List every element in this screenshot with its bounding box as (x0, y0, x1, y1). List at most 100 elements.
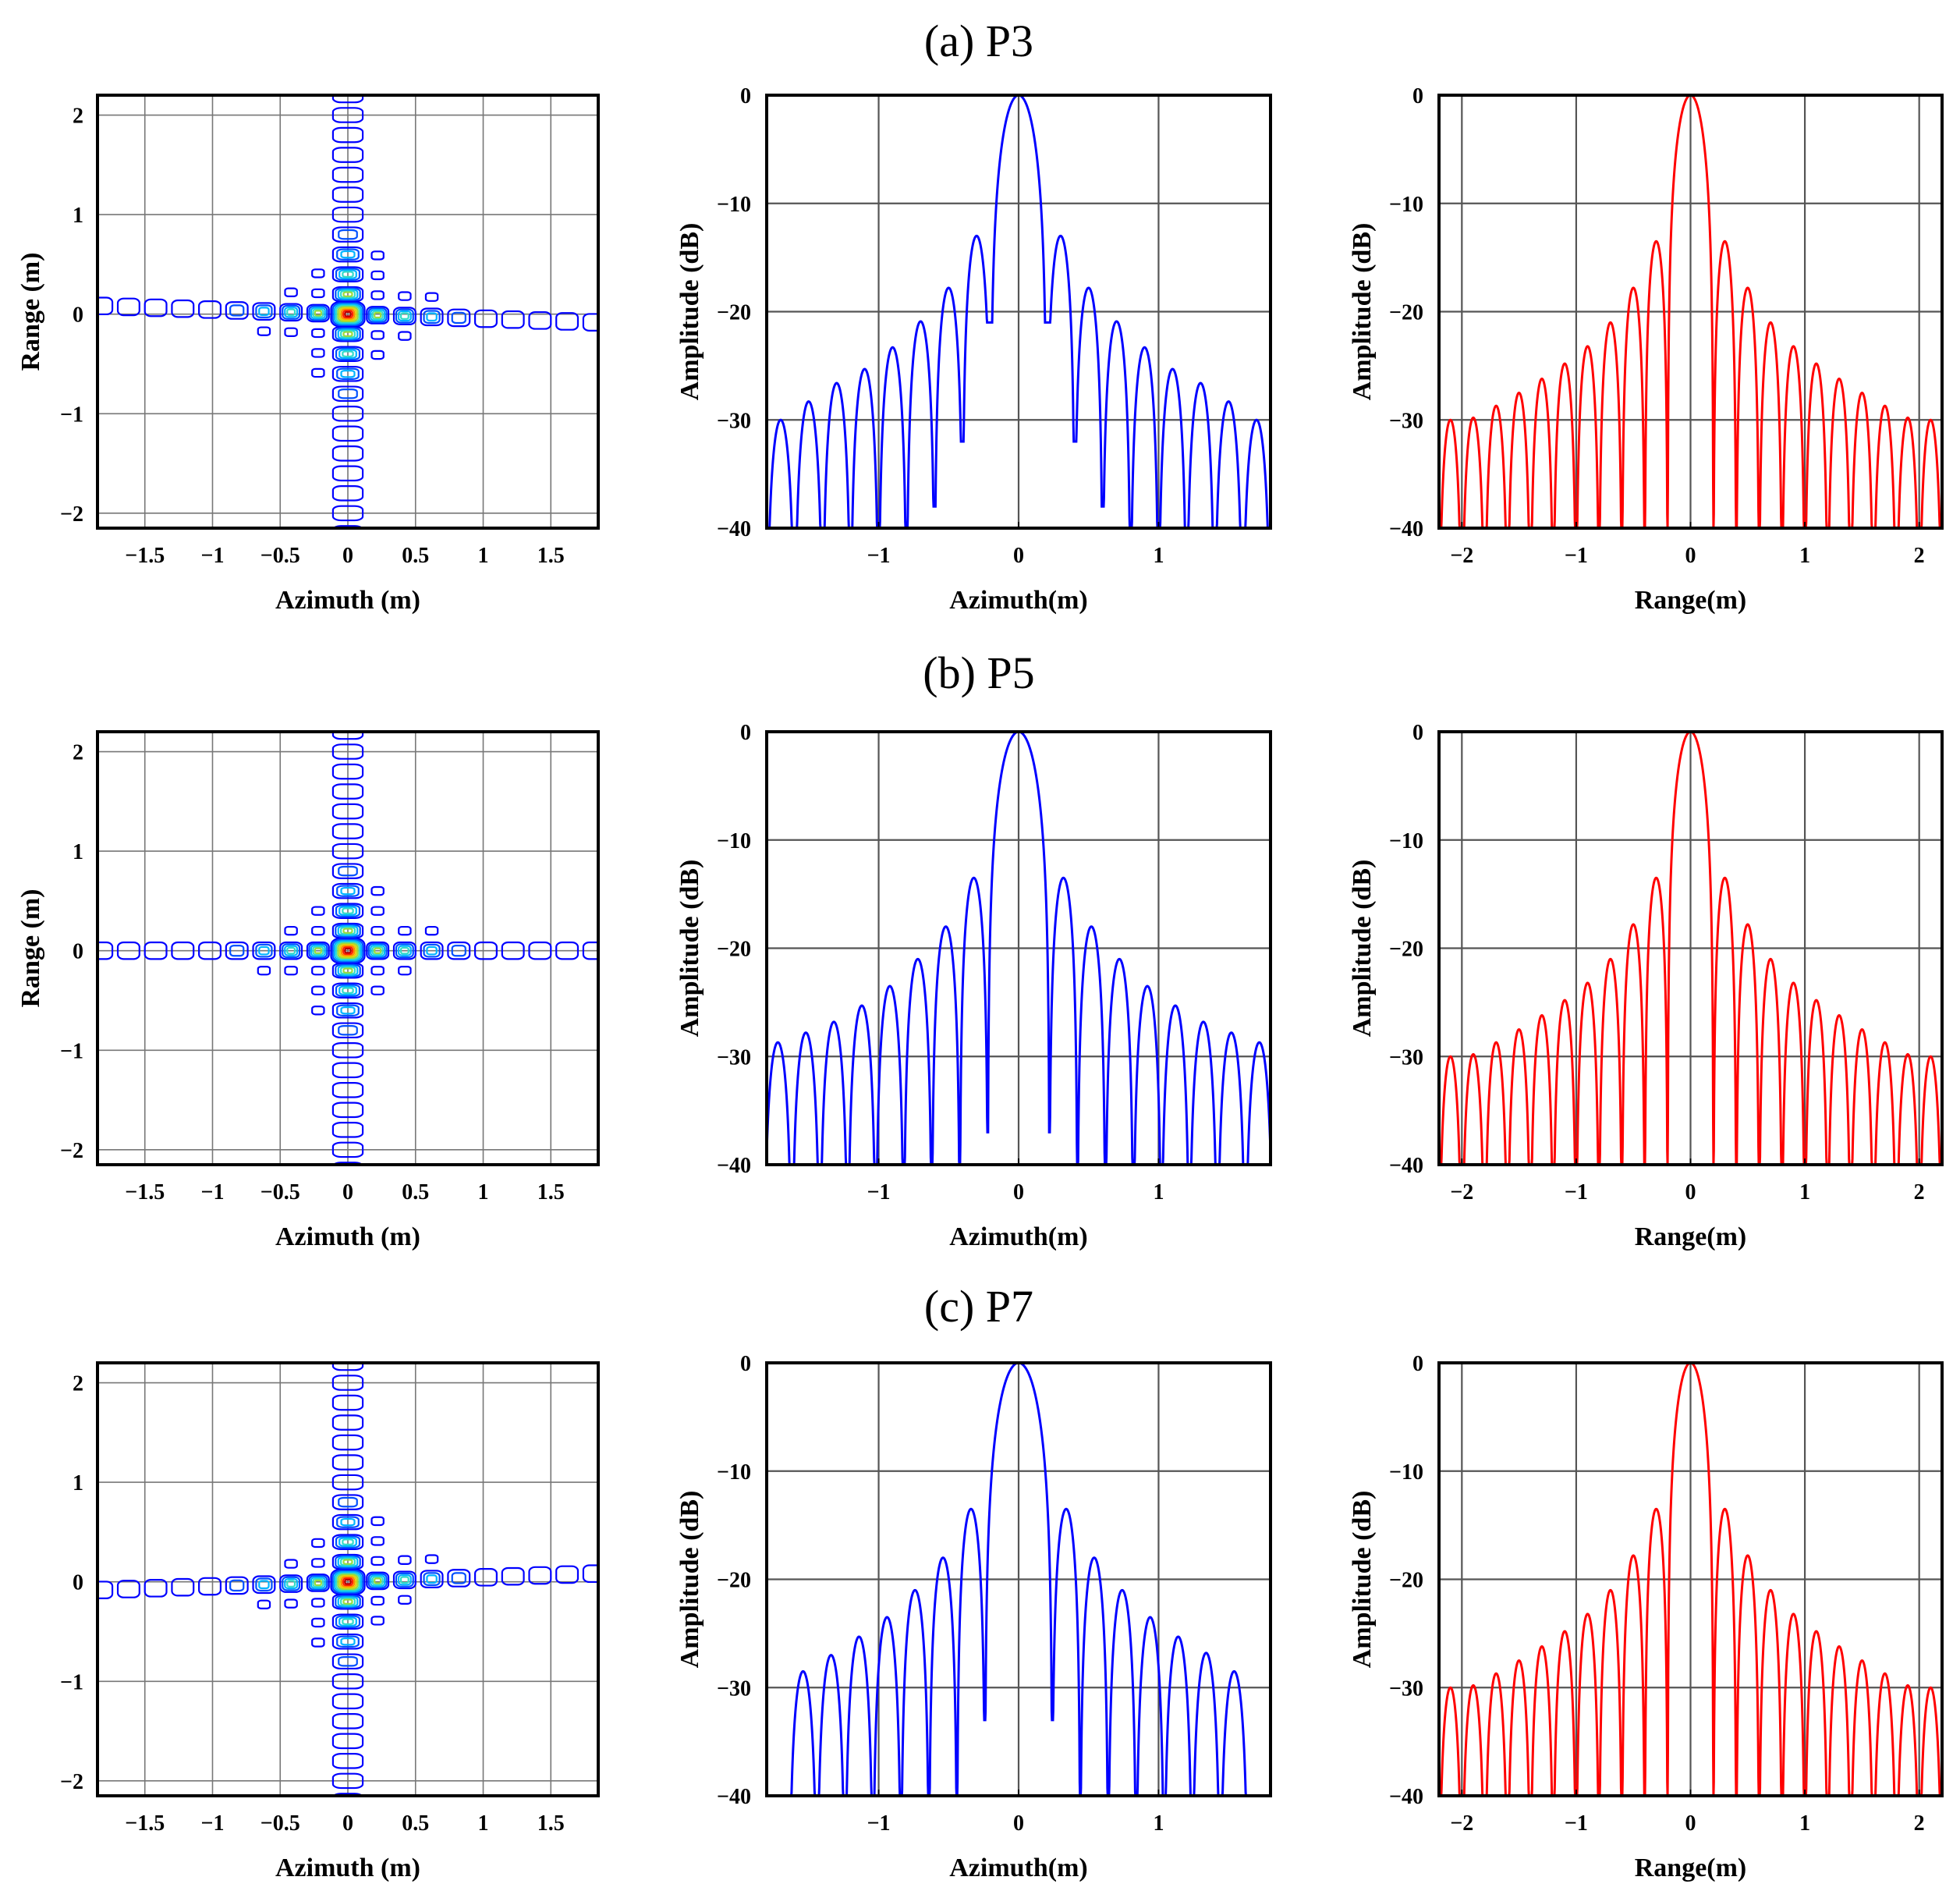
contour-range-lobe (342, 1618, 354, 1626)
contour-range-lobe (331, 1613, 364, 1630)
contour-range-lobe (340, 1557, 356, 1566)
contour-range-lobe (331, 505, 364, 522)
x-tick-label: −1.5 (125, 1180, 165, 1204)
contour-cross-lobe (284, 966, 298, 976)
contour-group (97, 95, 598, 528)
contour-range-lobe (338, 1537, 357, 1547)
contour-azimuth-lobe (252, 941, 276, 960)
contour-cross-lobe (370, 885, 385, 896)
x-tick-label: 1.5 (537, 544, 565, 568)
contour-azimuth-lobe (423, 1572, 441, 1586)
contour-range-lobe (331, 246, 364, 263)
y-tick-label: −20 (1389, 301, 1423, 325)
y-tick-label: 0 (1412, 1352, 1423, 1376)
contour-range-lobe (340, 886, 356, 896)
contour-azimuth-lobe (314, 947, 322, 954)
contour-azimuth-lobe (229, 1579, 245, 1592)
y-axis-label: Range (m) (16, 252, 45, 371)
contour-azimuth-lobe (392, 941, 416, 960)
contour-azimuth-lobe (397, 1574, 412, 1586)
contour-cross-lobe (370, 1556, 385, 1566)
y-tick-label: −30 (717, 1676, 751, 1701)
contour-range-lobe (331, 882, 364, 899)
contour-azimuth-lobe (229, 944, 245, 957)
contour-range-lobe (331, 465, 364, 482)
series-line (1439, 95, 1942, 528)
contour-cross-lobe (370, 985, 385, 995)
contour-cross-lobe (398, 1555, 412, 1565)
contour-range-lobe (331, 1733, 364, 1750)
contour-range-lobe (332, 1162, 363, 1165)
row-title: (b) P5 (923, 647, 1034, 698)
contour-range-lobe (337, 925, 359, 937)
contour-cross-lobe (311, 367, 325, 378)
contour-range-lobe (335, 984, 361, 998)
contour-range-lobe (331, 763, 364, 780)
contour-range-lobe (331, 962, 364, 979)
contour-azimuth-lobe (451, 311, 466, 325)
x-tick-label: −0.5 (261, 544, 300, 568)
contour-azimuth-lobe (306, 1573, 330, 1592)
y-tick-label: −30 (717, 1045, 751, 1070)
contour-range-lobe (342, 987, 354, 995)
contour-cross-lobe (311, 1617, 325, 1628)
contour-range-lobe (331, 346, 364, 363)
contour-range-lobe (331, 286, 364, 303)
contour-azimuth-lobe (116, 941, 140, 960)
contour-azimuth-lobe (198, 941, 222, 960)
contour-azimuth-lobe (97, 941, 114, 960)
contour-range-lobe (331, 922, 364, 939)
contour-range-lobe (335, 327, 361, 341)
contour-range-lobe (331, 903, 364, 919)
contour-azimuth-lobe (306, 303, 330, 323)
contour-mainlobe (333, 303, 363, 325)
contour-mainlobe (342, 310, 353, 319)
y-tick-label: 0 (73, 303, 83, 328)
contour-cross-lobe (284, 1559, 298, 1569)
y-tick-label: −30 (1389, 1045, 1423, 1070)
contour-cross-lobe (311, 1538, 325, 1549)
y-tick-label: −30 (1389, 1676, 1423, 1701)
contour-range-lobe (331, 1122, 364, 1138)
contour-cross-lobe (311, 1637, 325, 1648)
contour-azimuth-lobe (370, 944, 386, 957)
contour-range-lobe (331, 1673, 364, 1690)
contour-azimuth-lobe (555, 1565, 579, 1584)
contour-azimuth-lobe (395, 943, 414, 959)
y-tick-label: 1 (73, 204, 83, 228)
contour-azimuth-lobe (374, 1577, 382, 1584)
contour-range-lobe (331, 1082, 364, 1098)
contour-azimuth-lobe (279, 1574, 303, 1593)
contour-azimuth-lobe (392, 1570, 416, 1590)
contour-range-lobe (331, 1434, 364, 1451)
contour-azimuth-lobe (399, 312, 409, 320)
x-tick-label: −1 (867, 1180, 891, 1204)
contour-range-lobe (336, 367, 360, 380)
contour-mainlobe (338, 944, 357, 958)
contour-range-lobe (331, 147, 364, 163)
x-tick-label: 0.5 (402, 1180, 429, 1204)
x-tick-label: −1 (201, 1180, 225, 1204)
x-axis-label: Azimuth (m) (275, 1854, 420, 1882)
x-tick-label: 0 (1685, 1811, 1696, 1836)
contour-mainlobe (344, 310, 352, 318)
y-tick-label: −2 (60, 1770, 83, 1794)
contour-azimuth-lobe (282, 1576, 301, 1591)
contour-range-lobe (331, 1494, 364, 1510)
contour-range-lobe (342, 1559, 353, 1565)
x-tick-label: 0 (1013, 1811, 1024, 1836)
y-tick-label: −40 (717, 1785, 751, 1809)
contour-cross-lobe (424, 292, 439, 302)
contour-azimuth-lobe (426, 312, 438, 322)
contour-azimuth-lobe (371, 310, 384, 321)
contour-cross-lobe (398, 331, 412, 341)
contour-azimuth-lobe (582, 941, 598, 960)
contour-range-lobe (332, 525, 363, 528)
contour-azimuth-lobe (367, 942, 388, 959)
contour-azimuth-lobe (97, 1580, 114, 1599)
contour-group (97, 1363, 598, 1796)
contour-azimuth-lobe (255, 943, 273, 958)
contour-azimuth-lobe (225, 941, 249, 960)
contour-azimuth-lobe (171, 299, 195, 318)
contour-range-lobe (342, 907, 354, 914)
